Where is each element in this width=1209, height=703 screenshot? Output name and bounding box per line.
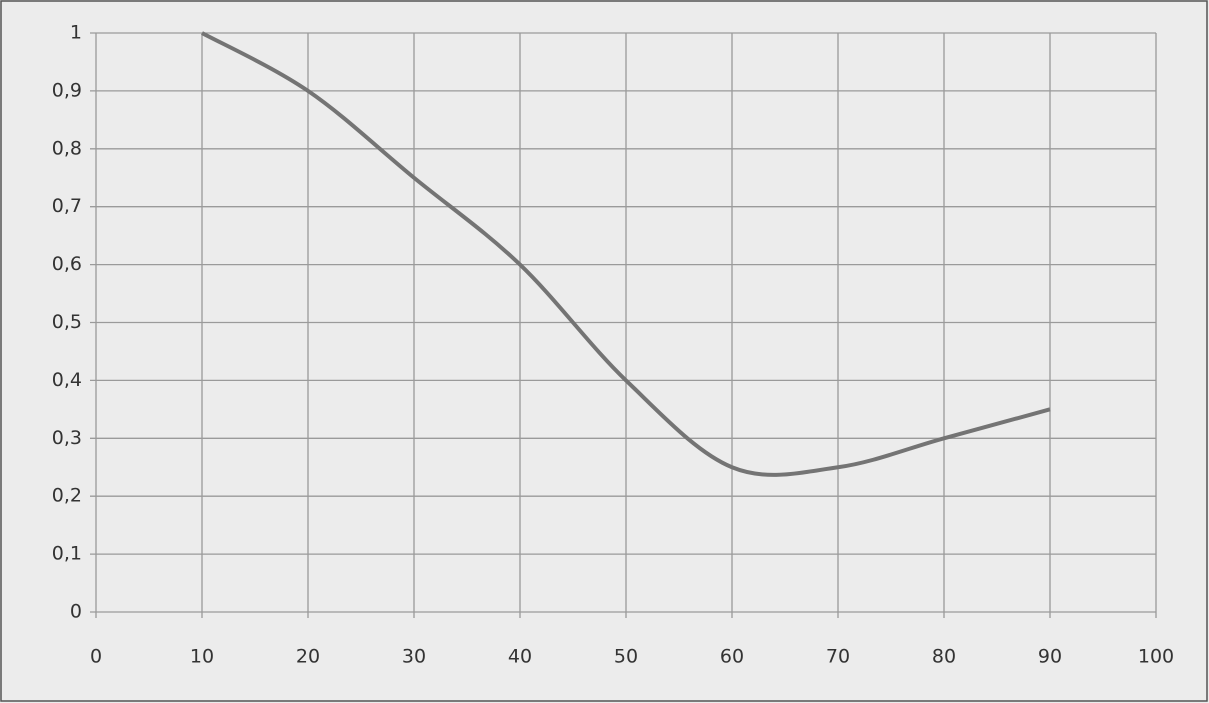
x-tick-label: 70	[826, 646, 850, 668]
y-tick-label: 0,6	[52, 253, 82, 275]
y-tick-label: 0,2	[52, 485, 82, 507]
x-tick-label: 20	[296, 646, 320, 668]
y-tick-label: 0	[70, 601, 82, 623]
y-tick-label: 0,1	[52, 543, 82, 565]
y-tick-label: 0,3	[52, 427, 82, 449]
y-tick-label: 0,7	[52, 195, 82, 217]
x-tick-label: 30	[402, 646, 426, 668]
x-tick-label: 50	[614, 646, 638, 668]
x-tick-label: 0	[90, 646, 102, 668]
y-tick-label: 0,9	[52, 79, 82, 101]
data-line	[201, 31, 1051, 477]
y-tick-label: 0,5	[52, 311, 82, 333]
x-tick-label: 10	[190, 646, 214, 668]
x-tick-label: 60	[720, 646, 744, 668]
x-tick-label: 80	[932, 646, 956, 668]
x-tick-label: 100	[1138, 646, 1174, 668]
y-tick-label: 0,4	[52, 369, 82, 391]
y-tick-label: 1	[70, 22, 82, 44]
x-tick-label: 40	[508, 646, 532, 668]
x-tick-label: 90	[1038, 646, 1062, 668]
y-tick-label: 0,8	[52, 137, 82, 159]
